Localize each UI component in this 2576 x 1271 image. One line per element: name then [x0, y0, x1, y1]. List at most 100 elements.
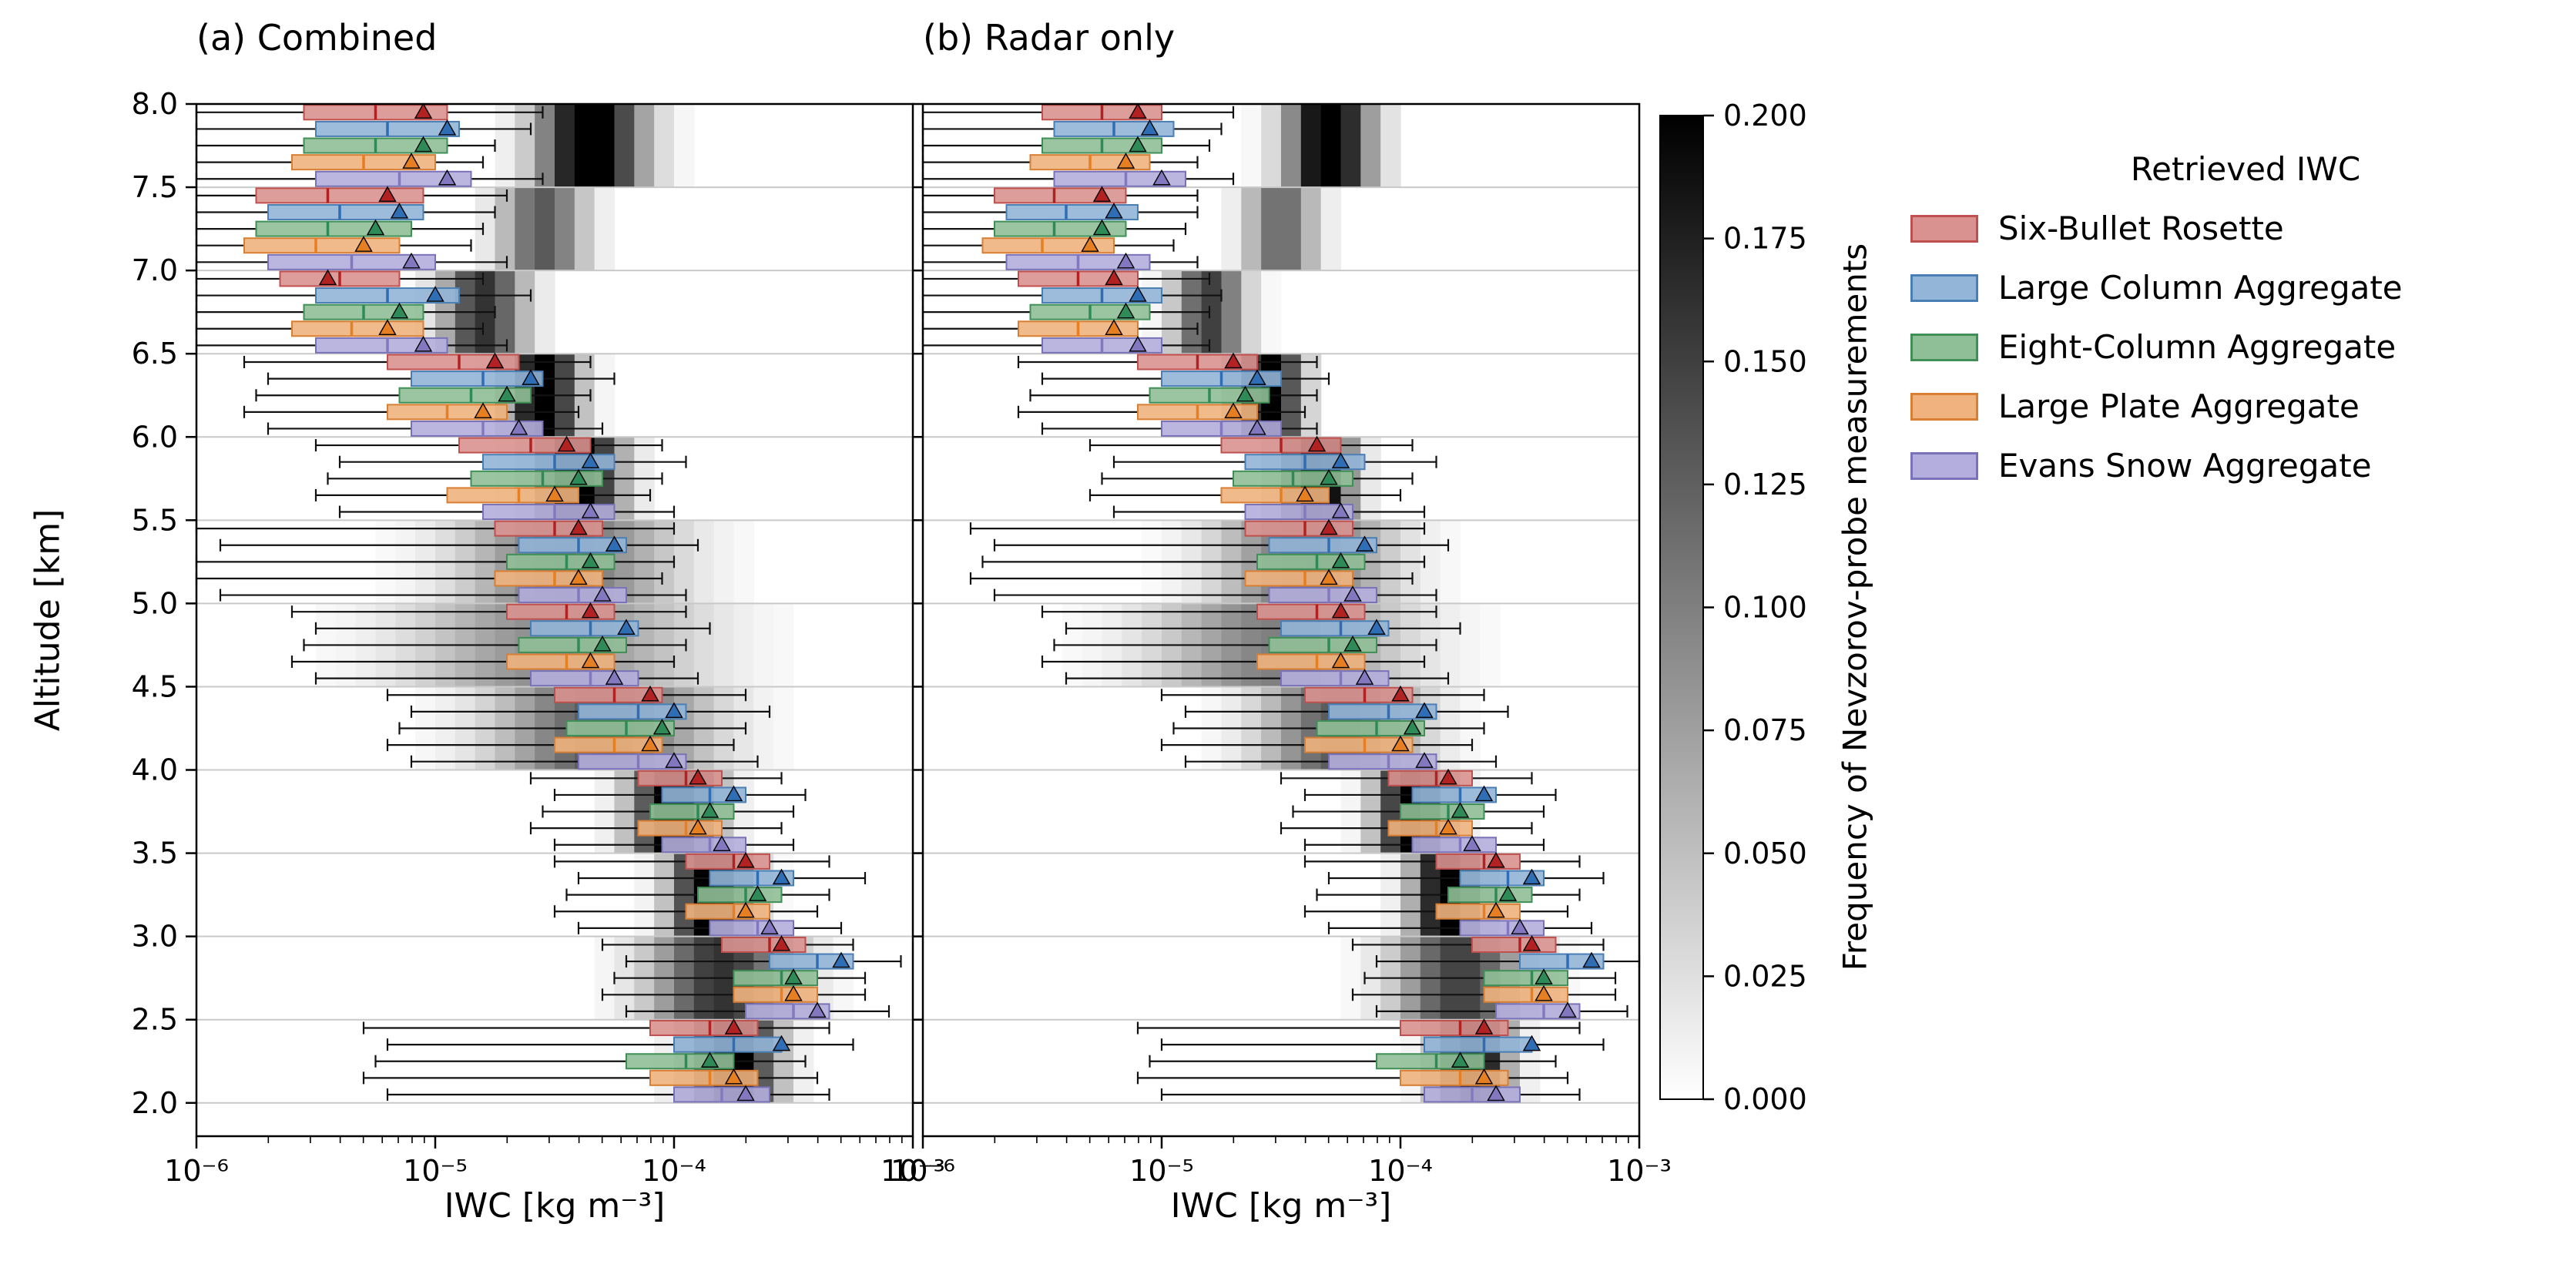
boxplot-box — [685, 853, 770, 870]
mean-marker — [1248, 419, 1266, 435]
boxplot-box — [673, 1036, 783, 1053]
mean-marker — [522, 369, 540, 385]
mean-marker — [713, 835, 731, 851]
colorbar: 0.000 0.025 0.050 0.075 0.100 0.125 0.150 0.175… — [1659, 99, 1807, 1116]
mean-marker — [581, 502, 600, 518]
boxplot-box — [709, 920, 794, 937]
mean-marker — [617, 619, 636, 636]
boxplot-box — [255, 220, 412, 237]
mean-marker — [1129, 102, 1147, 119]
mean-marker — [414, 102, 433, 119]
svg-text:3.0: 3.0 — [132, 920, 178, 954]
legend-swatch-large-plate-aggregate — [1910, 392, 1978, 421]
svg-text:6.5: 6.5 — [132, 337, 178, 371]
svg-text:0.050: 0.050 — [1723, 837, 1807, 870]
boxplot-box — [243, 237, 401, 254]
mean-marker — [438, 169, 457, 186]
boxplot-box — [1459, 870, 1545, 887]
boxplot-box — [470, 470, 603, 487]
boxplot-box — [387, 354, 520, 371]
mean-marker — [1081, 236, 1099, 252]
mean-marker — [772, 1035, 791, 1051]
boxplot-box — [994, 187, 1127, 204]
svg-text:0.175: 0.175 — [1723, 222, 1807, 256]
boxplot-box — [411, 371, 544, 387]
mean-marker — [1355, 535, 1374, 552]
mean-marker — [1296, 485, 1314, 502]
mean-marker — [1487, 901, 1505, 918]
legend-item: Evans Snow Aggregate — [1910, 436, 2576, 495]
panel-b-plot: 10⁻⁶ 10⁻⁵ 10⁻⁴ 10⁻³ — [891, 102, 1672, 1188]
mean-marker — [1331, 552, 1350, 568]
boxplot-box — [482, 504, 615, 521]
mean-marker — [689, 768, 707, 785]
boxplot-box — [1328, 753, 1437, 770]
mean-marker — [1320, 468, 1338, 485]
mean-marker — [1535, 968, 1553, 984]
boxplot-box — [267, 203, 424, 220]
mean-marker — [1474, 1018, 1494, 1035]
boxplot-box — [637, 770, 723, 786]
mean-marker — [1092, 219, 1112, 236]
mean-marker — [1498, 885, 1518, 901]
mean-marker — [700, 1051, 719, 1068]
mean-marker — [1355, 669, 1374, 685]
legend: Retrieved IWC Six-Bullet Rosette Large C… — [1910, 150, 2576, 495]
mean-marker — [665, 752, 683, 768]
mean-marker — [1224, 402, 1243, 419]
svg-text:0.125: 0.125 — [1723, 468, 1807, 501]
svg-text:3.5: 3.5 — [132, 837, 178, 870]
panel-b-x-axis-label: IWC [kg m⁻³] — [1170, 1186, 1392, 1226]
mean-marker — [1463, 835, 1481, 851]
mean-marker — [784, 984, 803, 1001]
mean-marker — [1105, 203, 1123, 219]
mean-marker — [1129, 335, 1147, 352]
mean-marker — [569, 468, 588, 485]
mean-marker — [1331, 602, 1350, 619]
boxplot-box — [1435, 853, 1521, 870]
svg-text:0.000: 0.000 — [1723, 1082, 1807, 1116]
mean-marker — [605, 669, 624, 685]
boxplot-box — [1387, 770, 1473, 786]
panel-b-title: (b) Radar only — [923, 17, 1176, 59]
mean-marker — [1522, 868, 1541, 885]
mean-marker — [1224, 352, 1243, 369]
mean-marker — [390, 302, 409, 319]
boxplot-box — [685, 903, 770, 920]
mean-marker — [689, 818, 707, 835]
svg-text:4.0: 4.0 — [132, 753, 178, 787]
mean-marker — [414, 335, 433, 352]
legend-item: Large Plate Aggregate — [1910, 377, 2576, 436]
legend-label: Eight-Column Aggregate — [1998, 328, 2397, 366]
legend-label: Evans Snow Aggregate — [1998, 447, 2372, 485]
boxplot-box — [733, 986, 818, 1003]
boxplot-box — [637, 820, 723, 837]
mean-marker — [736, 851, 755, 868]
boxplot-box — [981, 237, 1115, 254]
svg-text:2.5: 2.5 — [132, 1003, 178, 1037]
boxplot-box — [1387, 820, 1473, 837]
mean-marker — [1522, 935, 1541, 951]
mean-marker — [1439, 768, 1457, 785]
svg-text:5.0: 5.0 — [132, 586, 178, 620]
mean-marker — [414, 136, 433, 153]
mean-marker — [1582, 951, 1601, 968]
mean-marker — [700, 802, 719, 818]
svg-text:0.100: 0.100 — [1723, 591, 1807, 625]
boxplot-box — [1424, 1036, 1533, 1053]
legend-label: Six-Bullet Rosette — [1998, 210, 2284, 247]
mean-marker — [557, 435, 576, 452]
y-axis-label: Altitude [km] — [28, 508, 68, 732]
mean-marker — [605, 535, 624, 552]
mean-marker — [748, 885, 767, 901]
panel-a-title: (a) Combined — [196, 17, 438, 59]
mean-marker — [1391, 685, 1410, 702]
boxplot-box — [1411, 837, 1497, 853]
svg-text:0.025: 0.025 — [1723, 959, 1807, 993]
legend-item: Six-Bullet Rosette — [1910, 199, 2576, 258]
boxplot-box — [994, 220, 1127, 237]
boxplot-box — [649, 803, 735, 820]
mean-marker — [1474, 785, 1494, 802]
mean-marker — [569, 568, 588, 585]
boxplot-box — [1411, 786, 1497, 803]
